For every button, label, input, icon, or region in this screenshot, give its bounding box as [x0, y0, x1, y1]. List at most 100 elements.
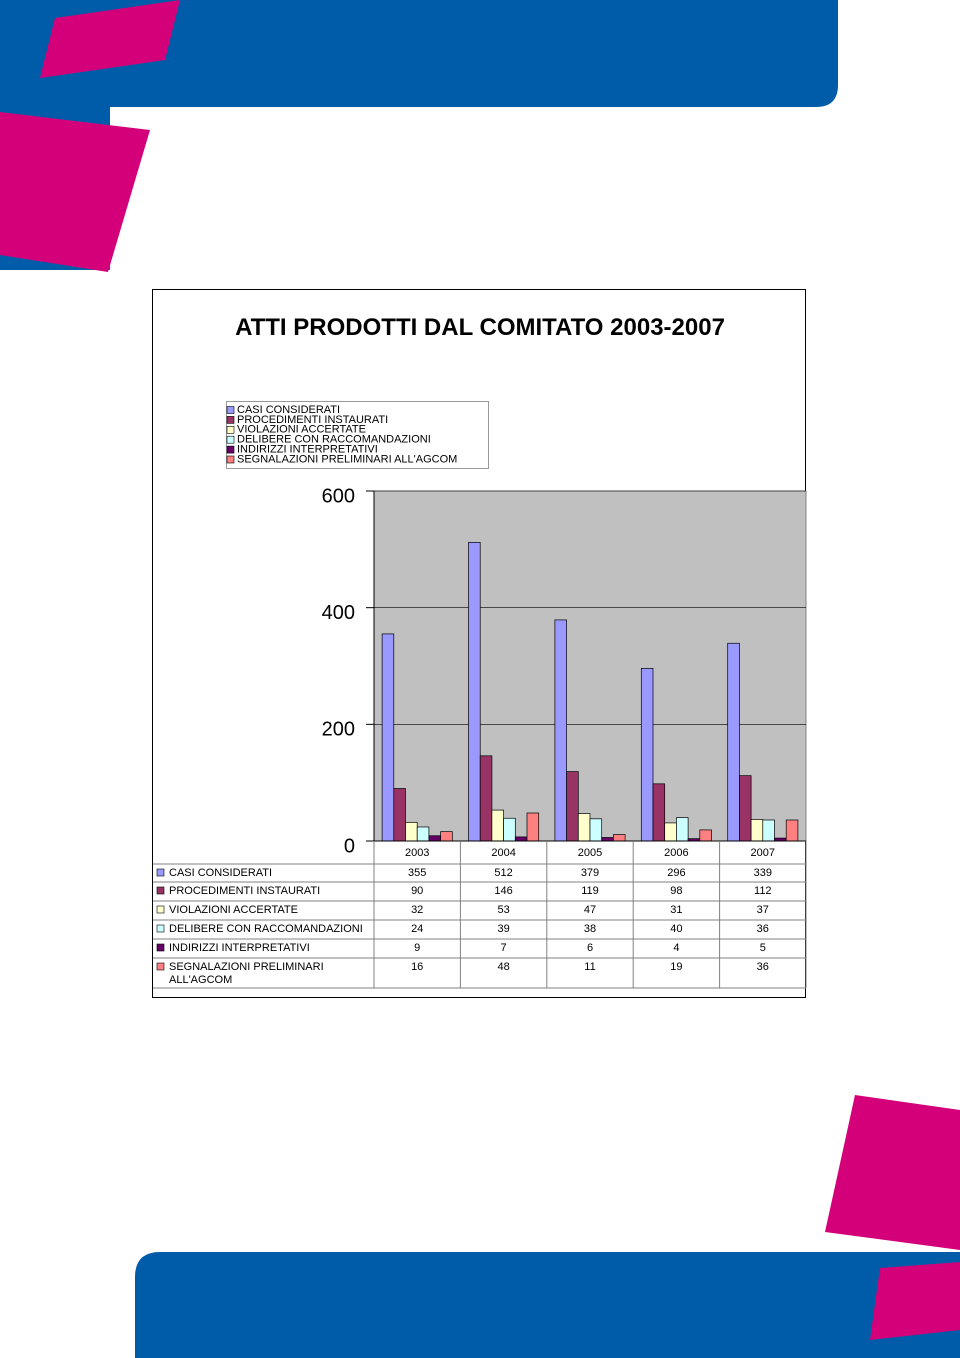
- bar: [479, 755, 493, 842]
- bar: [699, 829, 712, 842]
- bar: [601, 837, 614, 842]
- x-tick-label: 2006: [664, 847, 688, 859]
- legend-swatch: [226, 406, 235, 414]
- legend-label: CASI CONSIDERATI: [237, 404, 340, 416]
- table-value: 36: [757, 923, 769, 935]
- legend-swatch: [226, 455, 235, 464]
- bar: [566, 771, 579, 842]
- table-value: 38: [584, 923, 596, 935]
- table-row-label-box: PROCEDIMENTI INSTAURATI: [169, 885, 321, 897]
- table-value: 39: [497, 923, 509, 935]
- table-value: 512: [494, 867, 512, 879]
- y-tick-label: 600: [322, 485, 355, 507]
- x-tick-label: 2003: [405, 847, 429, 859]
- bar: [664, 822, 677, 842]
- legend-swatch: [226, 416, 235, 424]
- table-swatch: [156, 905, 165, 914]
- table-swatch: [156, 943, 165, 952]
- y-tick-label: 0: [344, 835, 355, 857]
- table-value: 112: [754, 885, 772, 897]
- legend-swatch: [226, 445, 235, 454]
- table-value: 90: [411, 885, 423, 897]
- blue-band-top: [0, 0, 838, 270]
- blue-band-bottom: [135, 1252, 960, 1358]
- magenta-shape: [825, 1095, 960, 1250]
- table-row-label: DELIBERE CON RACCOMANDAZIONI: [169, 923, 363, 935]
- bar: [491, 809, 504, 842]
- bar: [589, 818, 603, 842]
- table-value: 6: [587, 942, 593, 954]
- table-value: 379: [581, 867, 599, 879]
- table-row-label: PROCEDIMENTI INSTAURATI: [169, 885, 321, 897]
- bar: [750, 819, 764, 842]
- legend-label: SEGNALAZIONI PRELIMINARI ALL'AGCOM: [237, 453, 457, 465]
- table-swatch: [156, 924, 165, 933]
- legend-label: VIOLAZIONI ACCERTATE: [237, 424, 366, 436]
- bar: [381, 633, 395, 842]
- y-tick-label: 400: [322, 602, 355, 624]
- table-value: 7: [501, 942, 507, 954]
- bar: [727, 642, 740, 842]
- table-swatch: [156, 962, 165, 971]
- table-value: 16: [411, 961, 423, 973]
- bar: [652, 783, 666, 842]
- table-row-label-box: DELIBERE CON RACCOMANDAZIONI: [169, 923, 363, 935]
- bar: [503, 817, 516, 842]
- x-tick-label: 2007: [751, 847, 775, 859]
- x-tick-label: 2004: [491, 847, 515, 859]
- bar: [440, 831, 453, 842]
- table-value: 146: [494, 885, 512, 897]
- bar: [762, 819, 775, 842]
- table-value: 53: [497, 904, 509, 916]
- table-value: 47: [584, 904, 596, 916]
- table-value: 24: [411, 923, 423, 935]
- legend-label: DELIBERE CON RACCOMANDAZIONI: [237, 434, 431, 446]
- bar: [428, 835, 441, 842]
- table-value: 98: [670, 885, 682, 897]
- bar: [393, 788, 406, 842]
- bar: [739, 775, 752, 842]
- bar: [640, 667, 654, 842]
- table-row-label-box: INDIRIZZI INTERPRETATIVI: [169, 942, 310, 954]
- bar: [468, 541, 481, 842]
- table-swatch: [156, 886, 165, 895]
- table-row-label: SEGNALAZIONI PRELIMINARI ALL'AGCOM: [169, 961, 324, 986]
- table-row-label-box: SEGNALAZIONI PRELIMINARI ALL'AGCOM: [169, 961, 324, 986]
- table-value: 40: [670, 923, 682, 935]
- table-value: 31: [670, 904, 682, 916]
- table-row-label-box: CASI CONSIDERATI: [169, 867, 272, 879]
- legend-swatch: [226, 425, 235, 434]
- bar: [785, 819, 799, 842]
- legend-label: PROCEDIMENTI INSTAURATI: [237, 414, 388, 426]
- legend-box: [226, 401, 489, 469]
- bar: [554, 619, 567, 842]
- table-value: 296: [667, 867, 685, 879]
- table-value: 355: [408, 867, 426, 879]
- table-value: 48: [497, 961, 509, 973]
- table-swatch: [156, 868, 165, 877]
- table-value: 119: [581, 885, 599, 897]
- legend-swatch: [226, 435, 235, 444]
- legend-label: INDIRIZZI INTERPRETATIVI: [237, 444, 378, 456]
- bar: [526, 812, 540, 842]
- table-value: 4: [673, 942, 679, 954]
- table-value: 36: [757, 961, 769, 973]
- table-row-label-box: VIOLAZIONI ACCERTATE: [169, 904, 298, 916]
- bar: [613, 834, 626, 842]
- bar: [514, 836, 528, 842]
- table-value: 19: [670, 961, 682, 973]
- table-value: 11: [584, 961, 595, 973]
- magenta-shape: [0, 112, 150, 272]
- bar: [405, 821, 418, 842]
- magenta-shape: [40, 0, 180, 78]
- table-row-label: VIOLAZIONI ACCERTATE: [169, 904, 298, 916]
- bar: [416, 826, 430, 842]
- magenta-shape: [870, 1262, 960, 1340]
- chart-title: ATTI PRODOTTI DAL COMITATO 2003-2007: [235, 314, 725, 341]
- table-value: 37: [757, 904, 769, 916]
- table-value: 32: [411, 904, 423, 916]
- y-tick-label: 200: [322, 719, 355, 741]
